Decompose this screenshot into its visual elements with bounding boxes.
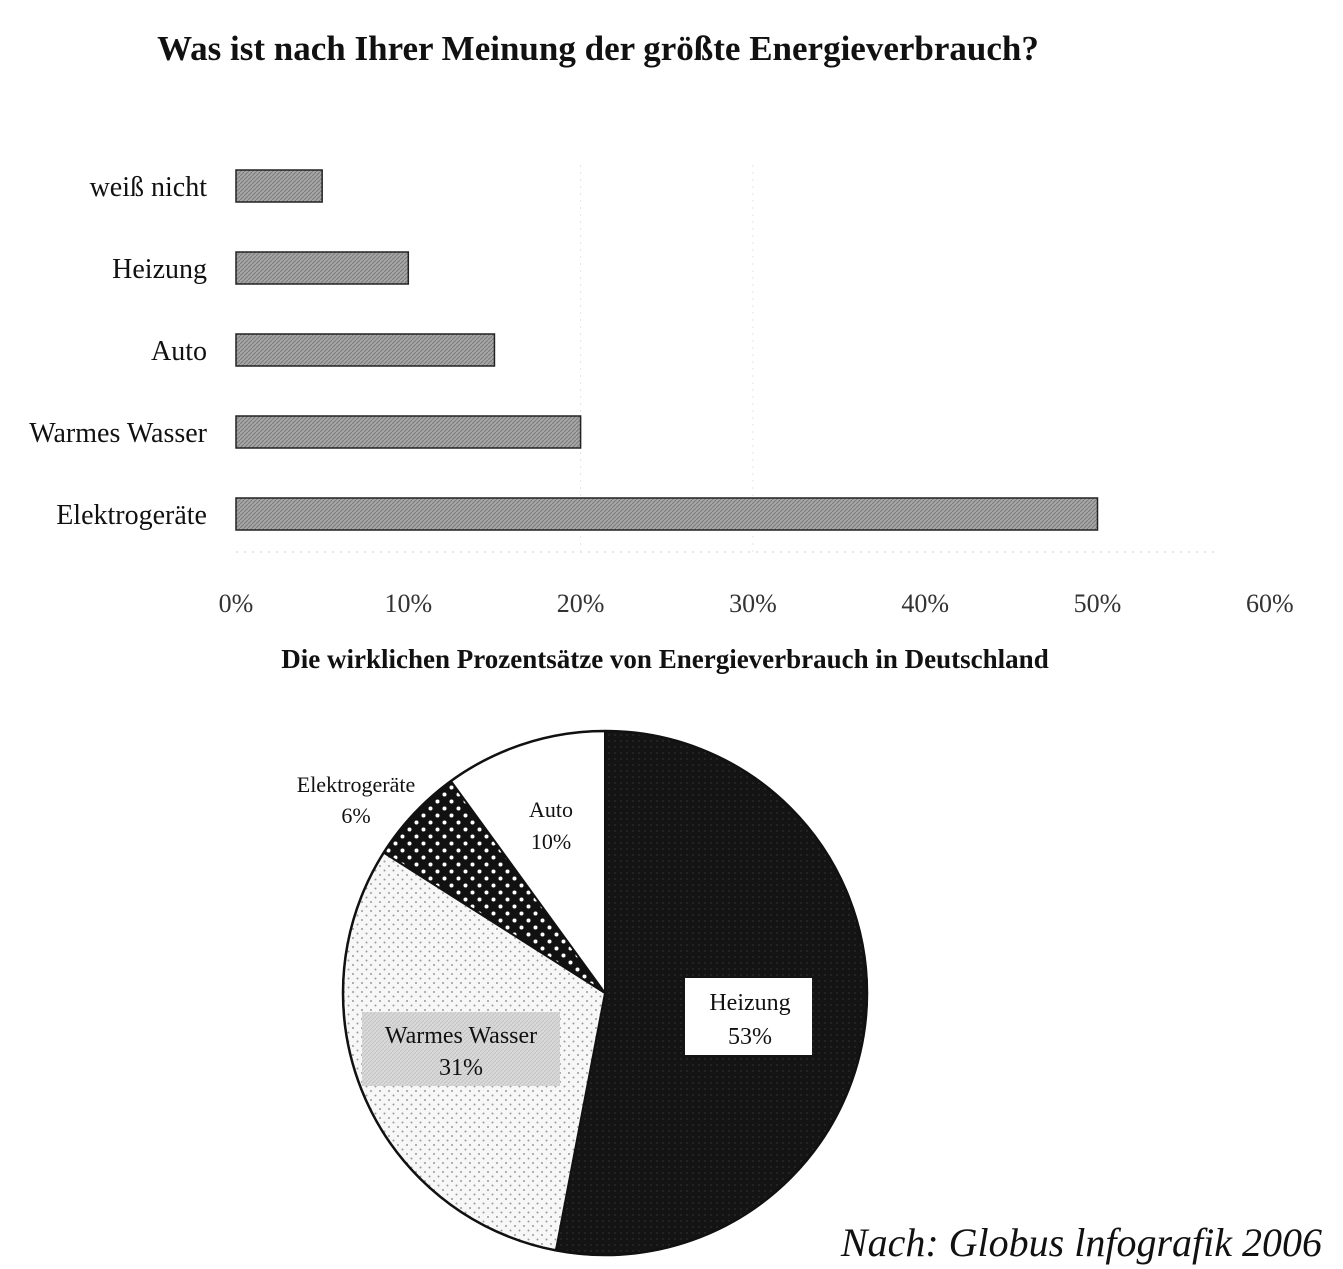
pie-label-elektrogeraete-name: Elektrogeräte	[297, 772, 416, 797]
bar-category-label: Heizung	[112, 254, 207, 285]
pie-label-heizung-value: 53%	[728, 1024, 772, 1050]
x-tick-label: 40%	[901, 589, 949, 618]
bar-category-label: Elektrogeräte	[56, 500, 207, 531]
x-tick-label: 60%	[1246, 589, 1294, 618]
pie-label-warmes-wasser-name: Warmes Wasser	[385, 1023, 537, 1049]
bar-chart-title: Was ist nach Ihrer Meinung der größte En…	[157, 29, 1039, 68]
bar-chart-bars	[235, 169, 1099, 531]
pie-label-auto: Auto 10%	[529, 797, 573, 854]
bar-chart-grid	[236, 165, 1220, 553]
source-credit: Nach: Globus lnfografik 2006	[840, 1220, 1322, 1265]
pie-label-auto-name: Auto	[529, 797, 573, 822]
pie-label-elektrogeraete: Elektrogeräte 6%	[297, 772, 416, 828]
bar-weiss-nicht	[235, 169, 323, 203]
bar-chart-category-labels: weiß nicht Heizung Auto Warmes Wasser Elektr…	[29, 172, 207, 531]
bar-category-label: Warmes Wasser	[29, 418, 207, 449]
pie-label-warmes-wasser: Warmes Wasser 31%	[362, 1012, 560, 1086]
pie-label-heizung: Heizung 53%	[685, 978, 812, 1055]
x-tick-label: 10%	[384, 589, 432, 618]
pie-chart-title: Die wirklichen Prozentsätze von Energiev…	[281, 644, 1048, 674]
x-tick-label: 0%	[219, 589, 254, 618]
x-tick-label: 30%	[729, 589, 777, 618]
bar-heizung	[235, 251, 410, 285]
bar-category-label: Auto	[151, 336, 207, 367]
x-tick-label: 50%	[1074, 589, 1122, 618]
bar-warmes-wasser	[235, 415, 582, 449]
pie-label-heizung-name: Heizung	[709, 990, 790, 1016]
bar-auto	[235, 333, 496, 367]
bar-category-label: weiß nicht	[90, 172, 208, 203]
pie-label-elektrogeraete-value: 6%	[341, 803, 370, 828]
pie-label-auto-value: 10%	[531, 829, 571, 854]
x-tick-label: 20%	[557, 589, 605, 618]
pie-outline	[341, 729, 869, 1257]
bar-elektrogeraete	[235, 497, 1099, 531]
bar-chart-x-ticks: 0% 10% 20% 30% 40% 50% 60%	[219, 589, 1294, 618]
pie-label-warmes-wasser-value: 31%	[439, 1055, 483, 1081]
